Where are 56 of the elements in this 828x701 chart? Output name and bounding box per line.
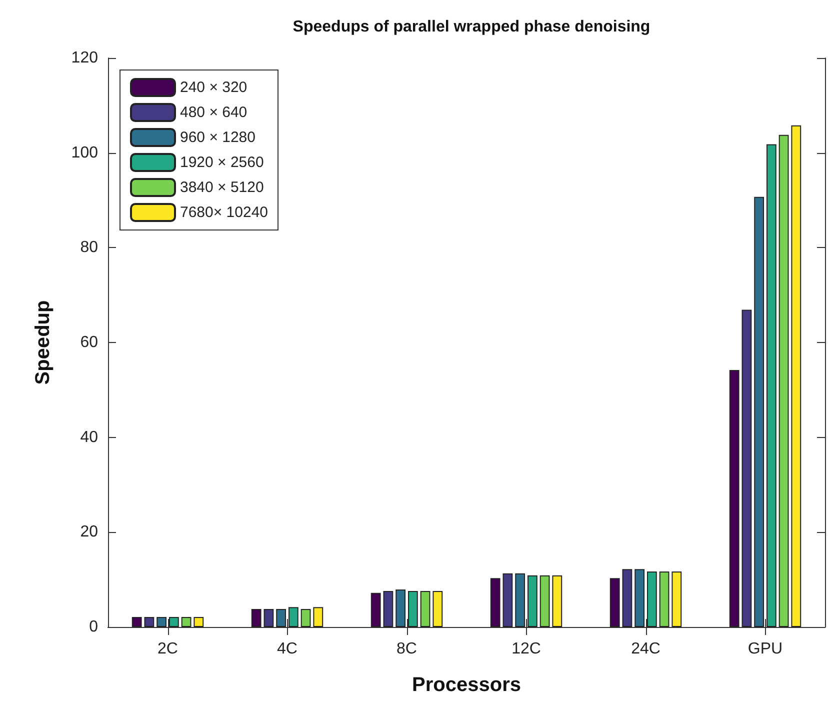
bar	[490, 578, 500, 627]
x-tick-label: GPU	[748, 640, 783, 658]
y-tick-label: 100	[71, 144, 98, 162]
y-axis-title: Speedup	[32, 300, 54, 385]
bar	[754, 196, 764, 627]
x-axis-title: Processors	[412, 674, 521, 696]
legend-label: 3840 × 5120	[180, 179, 264, 196]
bar	[742, 310, 752, 627]
bar	[181, 617, 192, 627]
bar	[515, 573, 526, 627]
bar	[610, 578, 620, 627]
legend-label: 960 × 1280	[180, 129, 256, 146]
x-tick-label: 2C	[158, 640, 178, 658]
x-tick-label: 12C	[512, 640, 541, 658]
x-tick-label: 24C	[631, 640, 660, 658]
y-tick-label: 120	[71, 50, 98, 66]
y-tick-label: 60	[80, 334, 98, 351]
legend-label: 1920 × 2560	[180, 154, 264, 171]
bar	[527, 575, 538, 627]
y-tick-label: 0	[89, 618, 98, 636]
bar	[420, 590, 430, 627]
bar	[634, 569, 645, 627]
x-tick-label: 4C	[277, 640, 298, 658]
bar	[729, 370, 740, 627]
bar	[396, 590, 406, 627]
bar	[300, 608, 311, 627]
bar	[288, 607, 298, 627]
bar	[313, 607, 324, 627]
bar	[552, 575, 562, 627]
bar	[408, 590, 418, 627]
legend-label: 7680× 10240	[180, 204, 268, 221]
chart-title: Speedups of parallel wrapped phase denoising	[292, 18, 650, 36]
bar	[383, 590, 394, 627]
bar	[370, 592, 381, 627]
bar	[132, 617, 142, 627]
bar	[432, 590, 443, 627]
legend-label: 240 × 320	[180, 79, 248, 96]
bar	[646, 572, 657, 627]
bar	[276, 608, 286, 627]
y-tick-label: 40	[80, 428, 98, 446]
x-tick-label: 8C	[396, 640, 417, 658]
bar	[659, 572, 670, 627]
bar	[766, 144, 776, 627]
bar	[791, 125, 802, 627]
bar	[251, 608, 262, 627]
bar	[194, 617, 204, 627]
y-tick-label: 80	[80, 239, 98, 256]
legend-label: 480 × 640	[180, 104, 248, 121]
bar	[144, 617, 154, 627]
bar	[672, 572, 682, 627]
y-tick-label: 20	[80, 524, 98, 541]
bar	[502, 573, 513, 627]
bar	[622, 569, 632, 627]
bar	[540, 575, 550, 627]
bar	[264, 608, 274, 627]
bar	[778, 134, 789, 627]
